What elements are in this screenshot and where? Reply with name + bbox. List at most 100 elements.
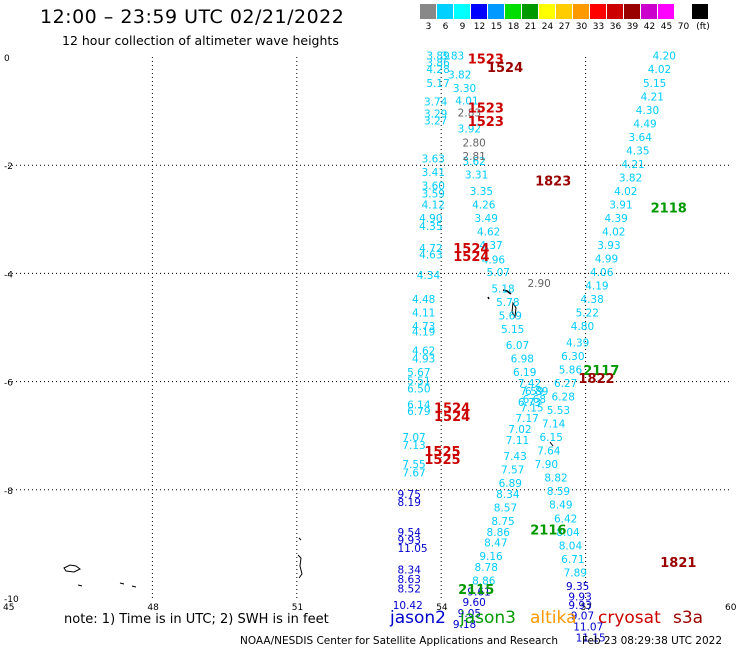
coastline-fragment	[119, 582, 137, 588]
wave-height-value: 9.54	[398, 527, 422, 539]
wave-height-value: 4.39	[604, 213, 627, 225]
wave-height-value: 6.28	[552, 392, 575, 404]
wave-height-value: 6.71	[561, 554, 584, 566]
legend-swatch	[488, 4, 505, 19]
wave-height-value: 3.82	[448, 70, 471, 82]
wave-height-value: 9.16	[479, 551, 503, 563]
lat-tick-label: -8	[4, 487, 13, 497]
wave-height-value: 6.98	[511, 354, 534, 366]
wave-height-value: 3.62	[462, 156, 485, 168]
wave-height-value: 7.15	[520, 402, 543, 414]
wave-height-value: 8.34	[496, 489, 520, 501]
lat-tick-label: -4	[4, 270, 13, 280]
track-track-b: 3.83 3.823.304.01 3.92 3.62 3.31 3.354.26 3.49…	[441, 51, 544, 588]
wave-height-value: 4.06	[590, 267, 614, 279]
pass-time-label: 1523	[468, 53, 504, 68]
lon-tick-label: 48	[147, 603, 159, 613]
wave-height-value: 4.62	[412, 346, 435, 358]
pass-time-label: 1524	[453, 242, 489, 257]
wave-height-value: 3.49	[475, 213, 498, 225]
wave-height-value: 4.20	[653, 51, 676, 63]
wave-height-value: 5.07	[487, 267, 510, 279]
satellite-label-jason3: jason3	[460, 608, 516, 628]
wave-height-value: 7.64	[537, 446, 561, 458]
wave-height-value: 9.61	[467, 586, 490, 598]
wave-height-value: 7.07	[402, 432, 425, 444]
wave-height-value: 9.35	[566, 581, 589, 593]
legend-label: 36	[609, 22, 622, 32]
wave-height-value: 7.11	[506, 435, 529, 447]
lon-tick-label: 45	[3, 603, 14, 613]
credit-line: NOAA/NESDIS Center for Satellite Applica…	[240, 635, 558, 647]
wave-height-value: 7.42	[518, 378, 541, 390]
wave-height-value: 5.69	[499, 310, 522, 322]
legend-swatch	[641, 4, 658, 19]
wave-height-value: 4.99	[595, 254, 618, 266]
legend-label: (ft)	[696, 22, 710, 32]
wave-height-value: 7.43	[503, 451, 526, 463]
legend-swatch	[471, 4, 488, 19]
wave-height-value: 8.57	[494, 502, 517, 514]
legend-label: 27	[558, 22, 571, 32]
wave-height-value: 7.55	[402, 459, 425, 471]
pass-time-label: 1524	[453, 250, 489, 265]
pass-time-label: 2116	[530, 523, 566, 538]
wave-height-value: 4.48	[412, 294, 435, 306]
wave-height-value: 4.19	[412, 327, 435, 339]
pass-time-label: 2117	[583, 364, 619, 379]
wave-height-value: 3.35	[470, 186, 493, 198]
wave-height-value: 5.22	[576, 308, 599, 320]
coastline-fragment	[502, 289, 512, 295]
wave-height-value: 3.89	[426, 51, 449, 63]
wave-height-value: 7.67	[402, 467, 425, 479]
wave-height-value: 7.57	[501, 465, 524, 477]
wave-height-value: 3.83	[441, 51, 464, 63]
legend-label: 3	[425, 22, 432, 32]
legend-label: 30	[575, 22, 588, 32]
coastline-fragment	[298, 537, 302, 541]
wave-height-value: 4.63	[419, 249, 442, 261]
satellite-label-s3a: s3a	[673, 608, 704, 628]
wave-height-value: 4.19	[585, 281, 608, 293]
wave-height-value: 3.74	[424, 97, 448, 109]
wave-height-value: 7.02	[508, 424, 531, 436]
pass-time-label: 1524	[487, 61, 523, 76]
wave-height-value: 8.78	[475, 562, 498, 574]
lon-tick-label: 51	[292, 603, 303, 613]
wave-height-value: 5.15	[501, 324, 524, 336]
wave-height-value: 8.34	[398, 565, 422, 577]
wave-height-value: 9.93	[398, 535, 421, 547]
wave-height-value: 8.75	[491, 516, 514, 528]
wave-height-value: 5.17	[426, 78, 449, 90]
wave-height-value: 4.12	[422, 199, 445, 211]
wave-height-value: 6.19	[513, 367, 536, 379]
track-track-d: 6.896.687.15	[520, 386, 548, 414]
legend-label: 70	[677, 22, 690, 32]
wave-height-value: 5.18	[491, 283, 514, 295]
track-track-c: 4.204.025.154.214.304.493.644.354.213.82…	[535, 51, 676, 580]
wave-height-value: 3.60	[422, 181, 445, 193]
coastline-fragment	[77, 584, 83, 587]
map-title: 12:00 – 23:59 UTC 02/21/2022	[40, 6, 345, 28]
wave-height-value: 5.78	[496, 297, 519, 309]
legend-swatch	[539, 4, 556, 19]
wave-height-value: 3.63	[422, 153, 445, 165]
wave-height-value: 6.15	[540, 432, 563, 444]
wave-height-value: 9.60	[462, 597, 485, 609]
wave-height-value: 4.01	[455, 96, 478, 108]
footer-note: note: 1) Time is in UTC; 2) SWH is in fe…	[64, 612, 329, 627]
satellite-label-altika: altika	[530, 608, 577, 628]
wave-height-value: 4.02	[602, 227, 625, 239]
wave-height-value: 7.59	[520, 386, 543, 398]
wave-height-value: 8.04	[559, 540, 583, 552]
wave-height-value: 9.93	[568, 592, 591, 604]
legend-label: 42	[643, 22, 656, 32]
wave-height-value: 4.38	[580, 294, 603, 306]
wave-height-value: 7.89	[564, 567, 587, 579]
wave-height-value: 8.47	[484, 538, 507, 550]
map-subtitle: 12 hour collection of altimeter wave hei…	[62, 33, 339, 48]
wave-height-value: 3.91	[609, 199, 632, 211]
wave-height-value: 9.75	[398, 489, 421, 501]
